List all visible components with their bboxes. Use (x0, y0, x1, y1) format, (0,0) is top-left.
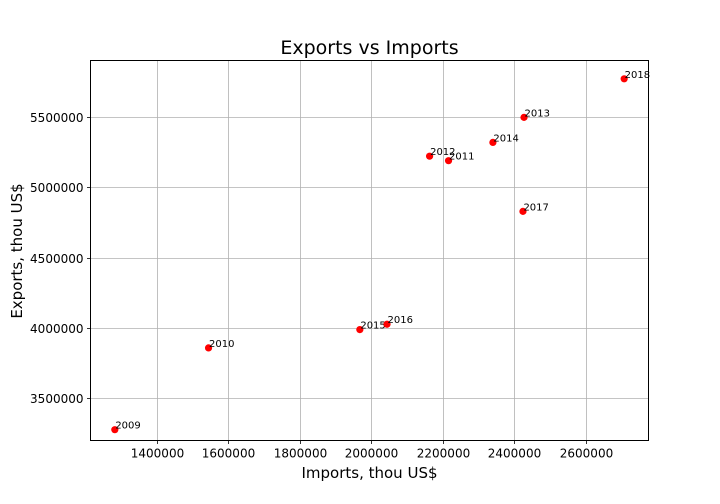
scatter-point-2010 (204, 344, 213, 352)
x-tick-label: 1800000 (274, 447, 327, 461)
y-tick-label: 3500000 (30, 392, 83, 406)
point-label-2013: 2013 (525, 108, 550, 119)
scatter-point-2015 (356, 325, 364, 334)
point-label-2017: 2017 (523, 202, 548, 213)
y-axis-label: Exports, thou US$ (8, 183, 26, 318)
point-label-2012: 2012 (430, 147, 455, 158)
point-label-2014: 2014 (493, 133, 518, 144)
scatter-point-2017 (519, 207, 527, 215)
scatter-point-2018 (620, 75, 628, 83)
scatter-point-2012 (425, 152, 434, 160)
x-tick-label: 1600000 (202, 447, 255, 461)
scatter-point-2011 (444, 157, 453, 165)
y-axis-ticks: 3500000 4000000 4500000 5000000 5500000 (30, 111, 91, 406)
point-label-2018: 2018 (625, 70, 650, 81)
y-tick-label: 4000000 (30, 322, 83, 336)
x-tick-label: 2200000 (417, 447, 470, 461)
x-axis-label: Imports, thou US$ (301, 464, 437, 482)
x-tick-label: 1400000 (131, 447, 184, 461)
x-tick-label: 2000000 (345, 447, 398, 461)
grid (90, 60, 649, 441)
y-tick-label: 5000000 (30, 181, 83, 195)
y-tick-label: 5500000 (30, 111, 83, 125)
point-label-2009: 2009 (115, 421, 140, 432)
scatter-point-2013 (520, 113, 528, 121)
scatter-point-2009 (111, 426, 119, 434)
y-tick-label: 4500000 (30, 252, 83, 266)
point-label-2011: 2011 (449, 152, 474, 163)
point-label-2015: 2015 (360, 321, 385, 332)
x-tick-label: 2400000 (488, 447, 541, 461)
scatter-point-2016 (383, 320, 391, 328)
point-label-2016: 2016 (388, 315, 413, 326)
scatter-point-2014 (489, 138, 497, 147)
point-label-2010: 2010 (209, 339, 234, 350)
x-axis-ticks: 1400000 1600000 1800000 2000000 2200000 24000… (131, 440, 613, 461)
x-tick-label: 2600000 (560, 447, 613, 461)
plot-area-frame (90, 60, 649, 441)
chart-title: Exports vs Imports (280, 37, 458, 59)
